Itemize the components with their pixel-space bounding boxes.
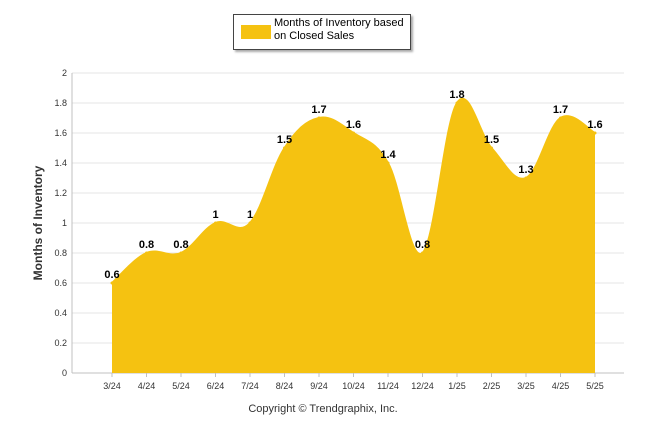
data-point <box>179 251 183 255</box>
data-label: 0.6 <box>104 269 119 281</box>
x-tick-label: 3/24 <box>103 381 121 391</box>
x-tick-label: 7/24 <box>241 381 259 391</box>
data-point <box>214 221 217 225</box>
data-point <box>248 221 252 225</box>
data-label: 1.4 <box>380 149 396 161</box>
y-tick-label: 1.6 <box>54 128 67 138</box>
y-tick-label: 2 <box>62 68 67 78</box>
data-point <box>352 131 355 135</box>
x-tick-label: 11/24 <box>377 381 399 391</box>
data-label: 0.8 <box>139 239 154 251</box>
x-tick-label: 8/24 <box>276 381 294 391</box>
data-point <box>559 116 562 120</box>
y-tick-label: 1.4 <box>54 158 67 168</box>
data-point <box>593 131 597 135</box>
data-point <box>386 161 390 165</box>
data-label: 1.6 <box>346 119 361 131</box>
data-label: 1.3 <box>518 164 533 176</box>
x-tick-label: 5/24 <box>172 381 190 391</box>
data-label: 1.7 <box>553 104 568 116</box>
y-tick-label: 0 <box>62 368 67 378</box>
data-point <box>110 281 114 285</box>
data-label: 0.8 <box>415 239 430 251</box>
x-tick-label: 6/24 <box>207 381 225 391</box>
data-point <box>317 116 321 120</box>
y-tick-label: 0.4 <box>54 308 67 318</box>
legend-swatch <box>241 25 271 39</box>
data-label: 1 <box>247 209 253 221</box>
x-tick-label: 9/24 <box>310 381 328 391</box>
data-label: 1 <box>212 209 218 221</box>
x-tick-label: 2/25 <box>483 381 501 391</box>
data-label: 1.8 <box>449 89 464 101</box>
y-axis-title: Months of Inventory <box>31 165 45 280</box>
data-point <box>283 146 286 150</box>
data-label: 1.7 <box>311 104 326 116</box>
data-point <box>421 251 424 255</box>
series-line <box>111 98 596 284</box>
data-label: 1.5 <box>277 134 292 146</box>
data-label: 1.6 <box>587 119 602 131</box>
legend-label: Months of Inventory based on Closed Sale… <box>274 17 404 42</box>
legend: Months of Inventory based on Closed Sale… <box>233 14 411 50</box>
y-tick-label: 1 <box>62 218 67 228</box>
x-tick-label: 4/25 <box>552 381 570 391</box>
y-tick-label: 0.8 <box>54 248 67 258</box>
y-tick-label: 1.2 <box>54 188 67 198</box>
series-area <box>112 98 595 374</box>
x-tick-label: 12/24 <box>411 381 434 391</box>
data-point <box>145 251 148 255</box>
data-point <box>455 101 459 105</box>
data-point <box>490 146 493 150</box>
y-tick-label: 0.2 <box>54 338 67 348</box>
x-tick-label: 4/24 <box>138 381 156 391</box>
data-label: 1.5 <box>484 134 499 146</box>
x-tick-label: 1/25 <box>448 381 466 391</box>
copyright-footer: Copyright © Trendgraphix, Inc. <box>248 403 398 415</box>
x-tick-label: 10/24 <box>342 381 365 391</box>
data-point <box>524 176 528 180</box>
x-tick-label: 3/25 <box>517 381 535 391</box>
y-tick-label: 1.8 <box>54 98 67 108</box>
y-tick-label: 0.6 <box>54 278 67 288</box>
data-label: 0.8 <box>173 239 188 251</box>
x-tick-label: 5/25 <box>586 381 604 391</box>
